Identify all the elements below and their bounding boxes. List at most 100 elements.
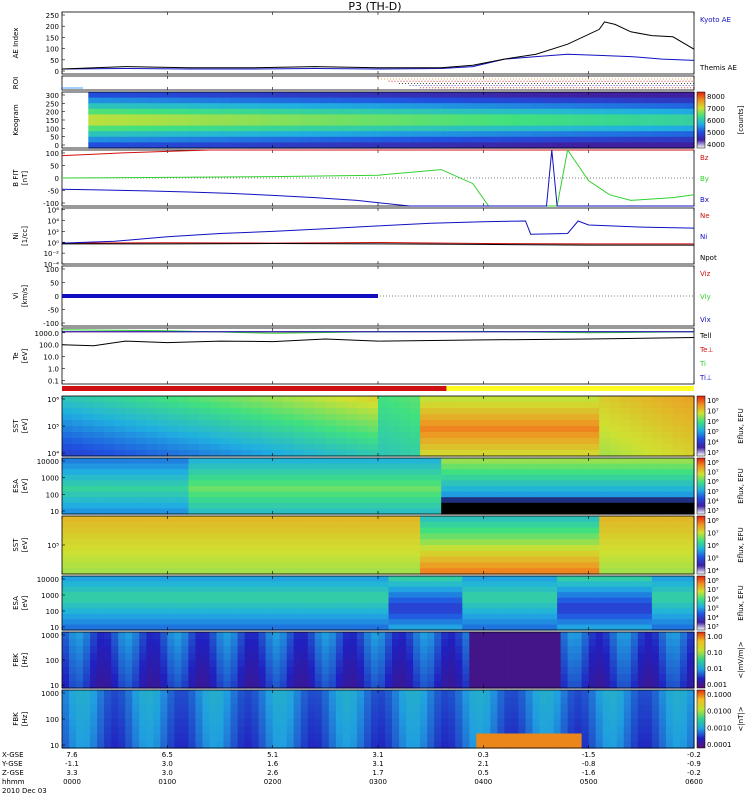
cell bbox=[663, 103, 675, 110]
cell bbox=[637, 681, 646, 689]
cell bbox=[483, 420, 495, 427]
cell bbox=[514, 497, 526, 504]
cell bbox=[451, 586, 463, 593]
cell bbox=[392, 733, 400, 742]
cell bbox=[683, 414, 695, 421]
cell bbox=[304, 396, 316, 403]
cell bbox=[325, 432, 337, 439]
cell bbox=[350, 114, 362, 121]
cell bbox=[198, 586, 210, 593]
cell bbox=[241, 502, 253, 509]
cell bbox=[441, 603, 453, 609]
cell bbox=[209, 136, 221, 143]
cell bbox=[300, 103, 311, 110]
cell bbox=[179, 125, 190, 132]
cell bbox=[93, 527, 105, 534]
colorbar-tick-label: 4000 bbox=[707, 141, 725, 149]
cell bbox=[620, 545, 632, 552]
cell bbox=[279, 646, 288, 654]
cell bbox=[177, 619, 189, 626]
cell bbox=[420, 581, 432, 588]
cell bbox=[504, 653, 512, 661]
cell bbox=[620, 432, 632, 439]
cell bbox=[641, 444, 653, 451]
cell bbox=[262, 402, 274, 409]
cell bbox=[578, 469, 590, 476]
cell bbox=[350, 92, 362, 99]
cell bbox=[672, 704, 681, 713]
esa_i-cells bbox=[62, 458, 695, 515]
cell bbox=[609, 581, 621, 588]
cell bbox=[651, 550, 663, 558]
cell bbox=[83, 632, 91, 640]
y-tick-label: 100 bbox=[46, 125, 59, 133]
cell bbox=[406, 711, 414, 720]
cell bbox=[557, 545, 569, 552]
cell bbox=[223, 719, 232, 727]
cell bbox=[630, 458, 642, 465]
cell bbox=[104, 533, 116, 540]
cell bbox=[532, 674, 541, 682]
cell bbox=[536, 420, 548, 427]
colorbar-tick-label: 8000 bbox=[707, 93, 725, 101]
cell bbox=[148, 136, 160, 143]
cell bbox=[104, 508, 116, 515]
cell bbox=[88, 120, 99, 127]
cell bbox=[156, 568, 168, 575]
cell bbox=[672, 632, 681, 640]
cell bbox=[471, 142, 483, 149]
cell bbox=[651, 516, 663, 523]
cell bbox=[392, 667, 400, 675]
cell bbox=[114, 508, 126, 515]
cell bbox=[188, 480, 200, 487]
cell bbox=[146, 592, 158, 599]
cell bbox=[441, 527, 453, 534]
cell bbox=[97, 632, 105, 640]
cell bbox=[251, 545, 263, 552]
cell bbox=[167, 550, 179, 558]
cell bbox=[167, 697, 175, 706]
cell bbox=[262, 592, 274, 599]
cell bbox=[536, 491, 548, 498]
cell bbox=[525, 396, 537, 403]
cell bbox=[148, 103, 160, 110]
cell bbox=[98, 131, 110, 138]
cell bbox=[542, 125, 554, 132]
cell bbox=[630, 576, 642, 582]
cell bbox=[199, 103, 211, 110]
cell bbox=[307, 704, 316, 713]
cell bbox=[651, 420, 663, 427]
cell bbox=[542, 97, 554, 104]
cell bbox=[132, 646, 140, 654]
cell bbox=[411, 108, 423, 115]
cell bbox=[441, 125, 453, 132]
cell bbox=[139, 740, 147, 749]
cell bbox=[146, 550, 158, 558]
cell bbox=[237, 711, 246, 720]
cell bbox=[283, 608, 295, 615]
cell bbox=[83, 586, 95, 593]
cell bbox=[567, 414, 579, 421]
cell bbox=[420, 521, 432, 529]
cell bbox=[451, 576, 463, 582]
cell bbox=[620, 420, 632, 427]
cell bbox=[270, 92, 281, 99]
cell bbox=[325, 624, 337, 631]
cell bbox=[320, 136, 332, 143]
cell bbox=[455, 740, 463, 749]
cell bbox=[461, 125, 473, 132]
cell bbox=[441, 619, 453, 626]
cell bbox=[441, 597, 453, 604]
cell bbox=[662, 497, 674, 504]
cell bbox=[342, 681, 351, 689]
cell bbox=[430, 545, 442, 552]
cell bbox=[230, 480, 242, 487]
cell bbox=[663, 136, 675, 143]
cell bbox=[595, 681, 604, 689]
cell bbox=[346, 474, 358, 481]
cell bbox=[557, 444, 569, 451]
cell bbox=[346, 469, 358, 476]
cell bbox=[330, 120, 342, 127]
cell bbox=[455, 697, 463, 706]
cell bbox=[188, 592, 200, 599]
